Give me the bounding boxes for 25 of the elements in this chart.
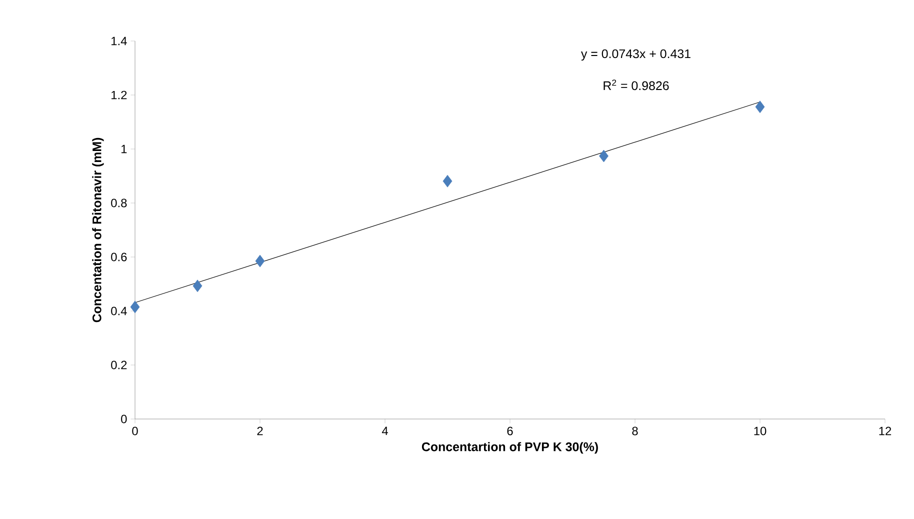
x-tick-label: 10 xyxy=(754,426,766,436)
y-tick-label: 0.6 xyxy=(111,252,127,262)
x-tick-label: 4 xyxy=(382,426,388,435)
y-tick-label: 0.2 xyxy=(111,360,127,370)
y-tick-label: 1 xyxy=(121,144,127,154)
x-tick-label: 8 xyxy=(632,426,638,436)
point xyxy=(599,150,608,162)
point xyxy=(130,300,140,314)
point xyxy=(192,280,202,292)
x-tick-label: 0 xyxy=(132,426,138,436)
x-tick-label: 6 xyxy=(507,426,513,436)
point xyxy=(255,254,265,268)
annotation: y = 0.0743x + 0.431 xyxy=(580,49,690,61)
x-tick-label: 12 xyxy=(879,426,892,436)
y-tick-label: 0 xyxy=(121,414,127,424)
annotation: R$^{2}$ = 0.9826 xyxy=(604,80,669,90)
y-tick-label: 1.4 xyxy=(112,36,127,46)
point xyxy=(755,100,765,114)
y-tick-label: 0.4 xyxy=(111,306,127,316)
y-tick-label: 0.8 xyxy=(111,198,127,208)
y-tick-label: 1.2 xyxy=(112,90,127,100)
y-axis-title: Concentation of Ritonavir (mM) xyxy=(92,138,104,322)
x-axis-title: Concentartion of PVP K 30(%) xyxy=(422,442,598,454)
x-tick-label: 2 xyxy=(257,426,263,436)
point xyxy=(442,174,452,188)
